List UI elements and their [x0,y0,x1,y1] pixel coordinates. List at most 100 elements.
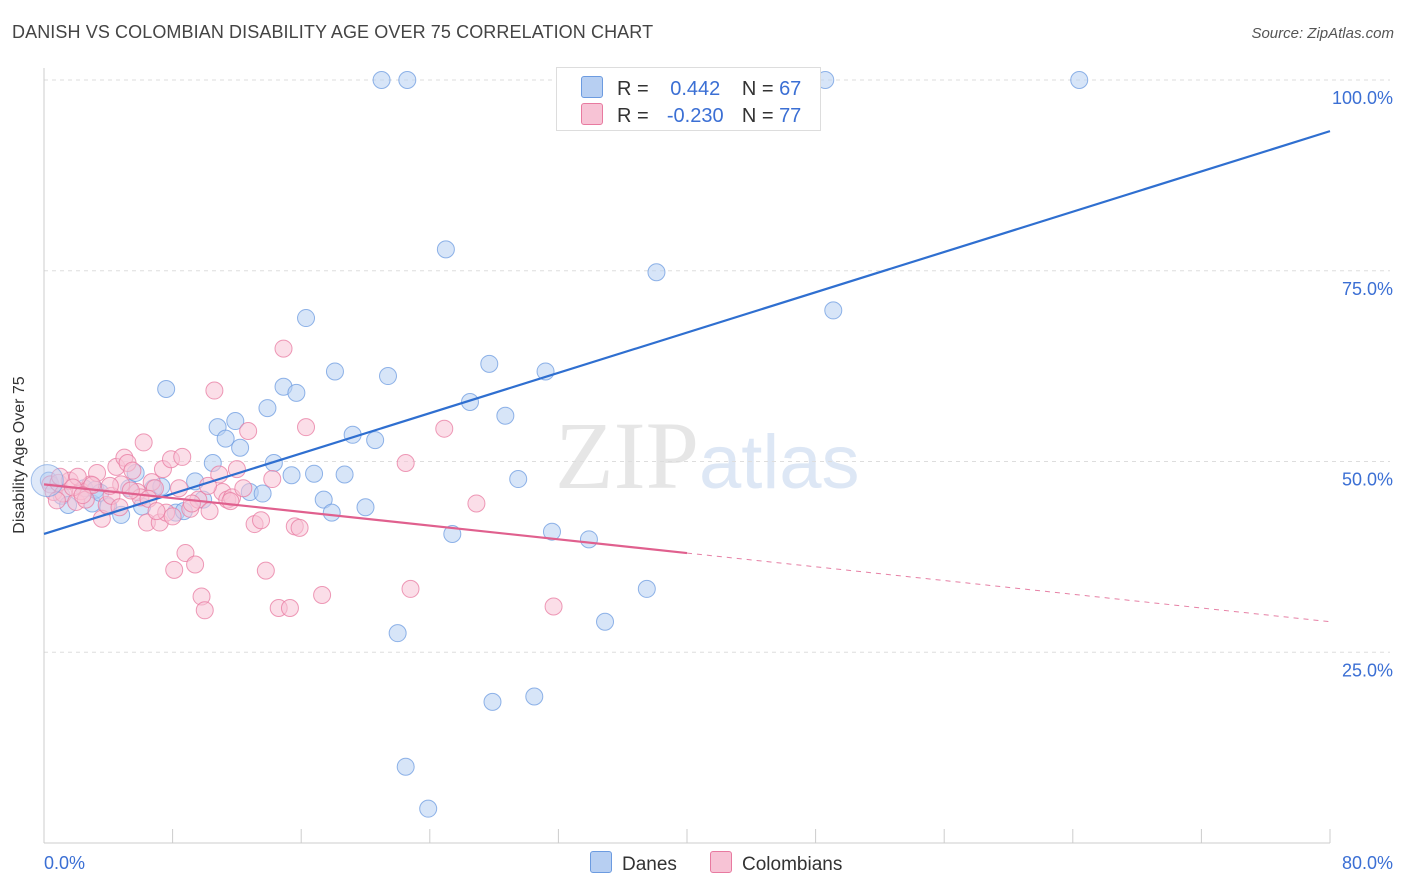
danes-point [216,429,235,448]
danes-point [372,71,391,89]
x-tick-label: 0.0% [44,853,85,873]
colombians-point [467,494,486,513]
stats-legend: R = 0.442 N = 67 R = -0.230 N = 77 [556,67,821,131]
danes-point [305,464,324,483]
danes-r-label: R = [617,78,649,100]
danes-point [460,392,479,411]
danes-trend-line [43,130,1331,536]
danes-point [496,406,515,425]
y-tick-label: 50.0% [1342,470,1393,490]
danes-point [596,612,615,631]
danes-point [231,438,250,457]
colombians-n-value: 77 [779,105,802,127]
danes-n-label: N = [741,78,774,100]
colombians-point [221,492,240,511]
danes-legend-label: Danes [622,854,677,875]
danes-point [483,692,502,711]
danes-point [356,498,375,517]
danes-point [282,466,301,485]
colombians-point [165,560,184,579]
danes-point [525,687,544,706]
colombians-swatch [581,103,603,125]
danes-n-value: 67 [779,78,802,100]
y-tick-label: 25.0% [1342,660,1393,680]
legend-row-danes: R = 0.442 N = 67 [581,76,801,101]
danes-point [258,399,277,418]
danes-point [480,354,499,373]
colombians-point [263,470,282,489]
danes-point [30,464,64,498]
colombians-point [256,561,275,580]
danes-point [157,380,176,399]
colombians-legend-swatch [710,851,732,873]
danes-point [509,470,528,489]
colombians-r-label: R = [617,105,649,127]
danes-point [398,71,417,89]
colombians-point [134,433,153,452]
danes-point [647,263,666,282]
danes-point [297,309,316,328]
colombians-point [234,479,253,498]
source-label: Source: ZipAtlas.com [1251,25,1394,42]
danes-point [542,522,561,541]
y-tick-label: 100.0% [1332,88,1393,108]
danes-legend-swatch [590,851,612,873]
chart-title: DANISH VS COLOMBIAN DISABILITY AGE OVER … [12,22,654,42]
colombians-point [396,454,415,473]
colombians-point [313,586,332,605]
danes-r-value: 0.442 [670,78,721,100]
colombians-r-value: -0.230 [666,105,724,127]
danes-point [824,301,843,320]
colombians-point [227,460,246,479]
danes-point [396,757,415,776]
danes-point [379,367,398,386]
colombians-point [186,555,205,574]
colombians-point [121,481,140,500]
danes-point [443,524,462,543]
danes-point [436,240,455,259]
colombians-point [205,381,224,400]
danes-point [325,362,344,381]
watermark-atlas: atlas [699,420,860,505]
danes-point [322,503,341,522]
bottom-legend-colombians: Colombians [710,851,842,876]
y-tick-label: 75.0% [1342,279,1393,299]
watermark-zip: ZIP [555,402,699,509]
colombians-point [182,494,201,513]
danes-point [388,624,407,643]
danes-point [419,799,438,818]
danes-point [637,579,656,598]
colombians-trend-line [43,483,688,555]
colombians-point [252,511,271,530]
colombians-point [239,421,258,440]
danes-point [253,484,272,503]
colombians-point [401,579,420,598]
colombians-point [297,418,316,437]
colombians-point [274,339,293,358]
colombians-point [147,502,166,521]
danes-point [1070,71,1089,89]
colombians-legend-label: Colombians [742,854,843,875]
colombians-point [200,502,219,521]
colombians-point [290,518,309,537]
bottom-legend-danes: Danes [590,851,677,876]
watermark: ZIPatlas [555,400,860,511]
colombians-trend-extension [686,552,1331,623]
colombians-point [544,597,563,616]
colombians-point [173,447,192,466]
colombians-point [73,486,92,505]
danes-point [366,431,385,450]
danes-point [314,490,333,509]
colombians-point [123,461,142,480]
danes-point [287,383,306,402]
danes-point [335,465,354,484]
colombians-point [280,598,299,617]
colombians-point [163,507,182,526]
danes-point [226,412,245,431]
danes-point [579,530,598,549]
colombians-n-label: N = [741,105,774,127]
x-tick-label: 80.0% [1342,853,1393,873]
danes-swatch [581,76,603,98]
colombians-point [435,419,454,438]
